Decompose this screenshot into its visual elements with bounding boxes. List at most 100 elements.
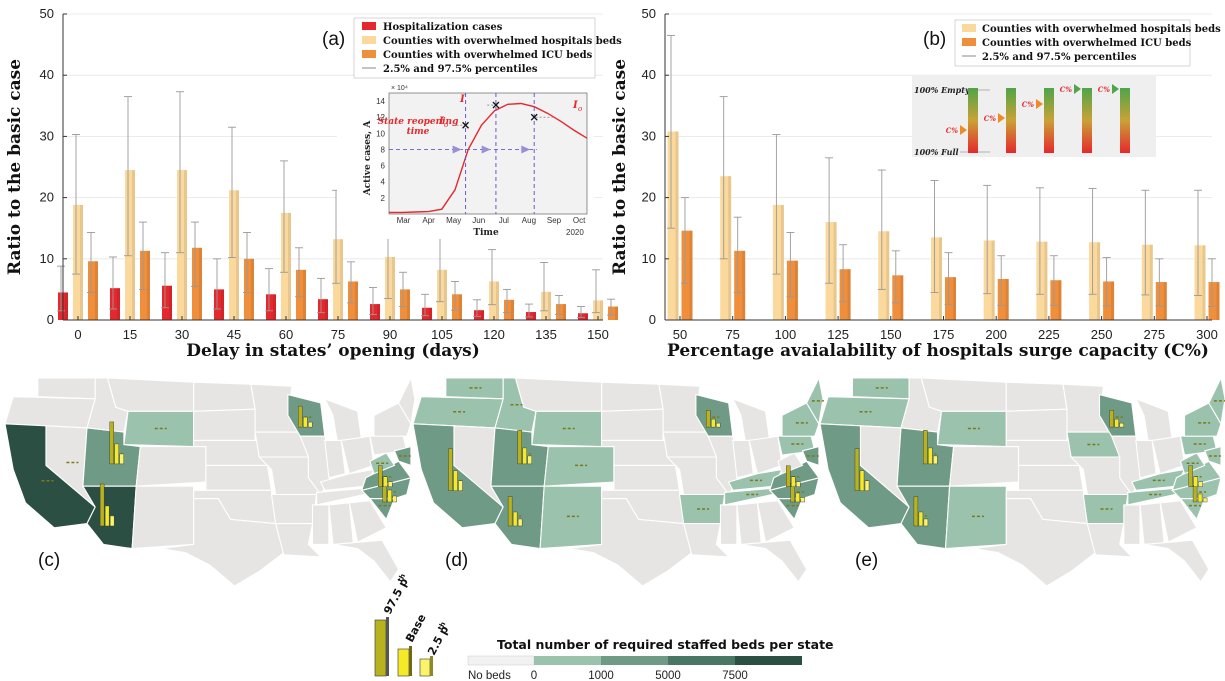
state-ms: [1123, 504, 1141, 545]
state-bar: [99, 483, 105, 527]
inset-x-tick: Aug: [522, 216, 536, 225]
bar-shade: [794, 260, 798, 320]
state-bar: [517, 430, 522, 465]
bar-shade: [377, 304, 380, 320]
inset-b-column: [968, 88, 978, 153]
bar-shade: [833, 222, 837, 320]
bar-shade: [392, 256, 395, 320]
inset-y-tick: 10: [376, 129, 385, 138]
state-bar: [458, 480, 463, 491]
state-bar: [1198, 481, 1203, 487]
bar: [266, 294, 276, 320]
state-ga: [1159, 500, 1198, 544]
state-bar: [453, 470, 458, 491]
inset-y-tick: 12: [376, 113, 385, 122]
bar-shade: [939, 237, 942, 320]
state-az: [489, 485, 545, 550]
inset-x-label: Time: [473, 228, 499, 238]
us-map-c: (c): [4, 376, 416, 587]
state-nm: [131, 485, 195, 550]
legend-label-pct: 2.5% and 97.5% percentiles: [383, 64, 538, 75]
bar-shade: [481, 310, 484, 320]
inset-label-i-left: I: [438, 116, 444, 127]
bar: [983, 240, 995, 320]
bar-shade: [1149, 244, 1153, 320]
bar-shade: [355, 281, 358, 320]
x-tick-label: 175: [933, 327, 955, 342]
inset-b-arrow: [998, 113, 1005, 123]
state-bar: [383, 476, 388, 487]
x-tick-label: 105: [431, 327, 453, 342]
inset-x-tick: Oct: [573, 216, 586, 225]
legend-swatch-beds: [362, 36, 376, 44]
inset-y-label: Active cases, A: [363, 120, 373, 197]
inset-ticks: 2 4 6 8 10 12 14 Mar Apr May Jun Jul Aug Sep Oct: [376, 97, 586, 225]
inset-y-tick: 8: [381, 145, 386, 154]
state-bar: [923, 430, 928, 465]
bar-shade: [80, 204, 83, 320]
state-bar: [1202, 497, 1208, 503]
legend-b-label-icu: Counties with overwhelmed ICU beds: [982, 38, 1192, 49]
state-nm: [539, 485, 603, 550]
bar-shade: [95, 261, 98, 320]
inset-label-i-top: I: [459, 94, 465, 105]
state-sd: [193, 408, 256, 441]
bar: [177, 170, 187, 320]
bar: [892, 275, 904, 320]
x-tick-label: 75: [331, 327, 345, 342]
state-ar: [270, 493, 318, 525]
state-bar: [795, 492, 800, 503]
bar-shade: [407, 289, 410, 320]
state-bar: [859, 470, 865, 491]
state-sd: [601, 408, 664, 441]
chart-a-y-label: Ratio to the basic case: [5, 59, 25, 275]
legend-swatch-hosp: [362, 22, 376, 30]
state-fl: [740, 539, 808, 583]
x-tick-label: 150: [587, 327, 609, 342]
state-md_nj: [393, 445, 412, 467]
bar: [214, 289, 224, 320]
state-az: [896, 485, 951, 550]
inset-b-column: [1082, 88, 1092, 153]
bar: [734, 250, 746, 320]
bar: [667, 131, 679, 320]
bar: [318, 299, 328, 320]
inset-b-arrow: [960, 125, 967, 135]
x-tick-label: 100: [775, 327, 797, 342]
bar-shade: [511, 299, 514, 320]
state-oh: [748, 435, 783, 475]
x-tick-label: 150: [880, 327, 902, 342]
state-bar: [109, 421, 114, 465]
x-tick-label: 15: [123, 327, 137, 342]
colorbar-label-0: No beds: [468, 670, 511, 681]
legend-b-label-beds: Counties with overwhelmed hospitals beds: [982, 24, 1221, 35]
bar-shade: [1005, 278, 1009, 320]
bar: [578, 313, 588, 320]
chart-b-x-ticks: 50 75 100 125 150 175 200 225 250 275 300: [673, 316, 1218, 342]
inset-b-columns: C% C% C% C% C%: [946, 84, 1130, 153]
state-bar: [1197, 493, 1203, 503]
state-bar: [928, 447, 933, 465]
bar-shade: [1044, 241, 1048, 320]
chart-b-legend: Counties with overwhelmed hospitals beds…: [954, 19, 1221, 67]
inset-b-top-label: 100% Empty: [914, 85, 971, 95]
state-bar: [517, 518, 523, 527]
state-mt: [920, 377, 1007, 412]
inset-curve: [389, 102, 588, 214]
bar: [997, 278, 1009, 320]
x-tick-label: 275: [1143, 327, 1165, 342]
state-bar: [1193, 476, 1198, 487]
state-oh: [340, 435, 375, 475]
bar: [1208, 282, 1220, 320]
state-nd: [193, 381, 256, 412]
legend-swatch-icu: [362, 50, 376, 58]
legend-label-icu: Counties with overwhelmed ICU beds: [383, 50, 593, 61]
bar: [1141, 244, 1153, 320]
inset-x-tick: May: [446, 216, 461, 225]
state-mi: [323, 397, 363, 441]
x-tick-label: 125: [827, 327, 849, 342]
bar-shade: [236, 190, 239, 320]
state-bar: [298, 405, 303, 428]
state-bar: [1188, 465, 1193, 487]
bar: [348, 281, 358, 320]
